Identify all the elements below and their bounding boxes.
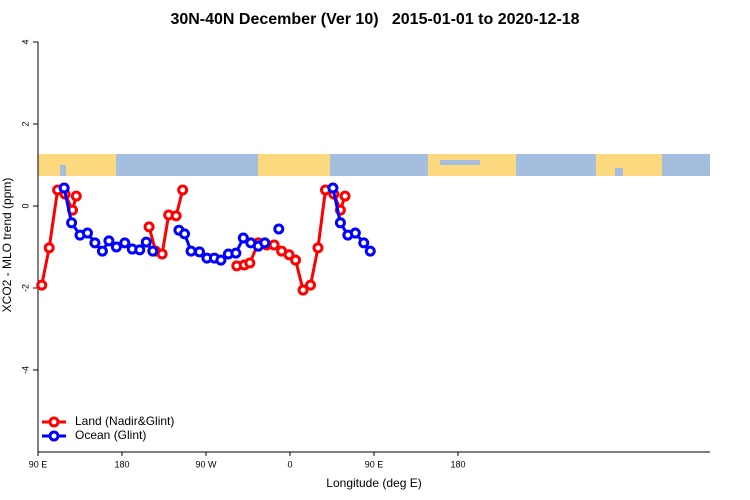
data-point <box>170 210 182 222</box>
legend-label: Land (Nadir&Glint) <box>75 414 174 428</box>
data-point <box>185 245 197 257</box>
x-tick-label: 90 E <box>29 459 48 469</box>
data-point <box>96 245 108 257</box>
x-tick-label: 90 E <box>365 459 384 469</box>
data-point <box>349 227 361 239</box>
data-point <box>364 245 376 257</box>
data-point <box>297 284 309 296</box>
data-point <box>43 242 55 254</box>
y-tick-label: 2 <box>20 121 30 126</box>
x-tick-label: 180 <box>450 459 465 469</box>
data-point <box>66 217 78 229</box>
y-tick-label: 4 <box>20 39 30 44</box>
data-point <box>244 257 256 269</box>
data-point <box>193 246 205 258</box>
data-point <box>339 190 351 202</box>
data-point <box>237 232 249 244</box>
y-axis-label: XCO2 - MLO trend (ppm) <box>0 178 14 313</box>
data-point <box>140 236 152 248</box>
data-point <box>110 241 122 253</box>
y-tick-label: 0 <box>20 203 30 208</box>
data-point <box>103 235 115 247</box>
data-point <box>119 237 131 249</box>
data-point <box>312 242 324 254</box>
x-tick-label: 180 <box>114 459 129 469</box>
legend-marker <box>48 416 60 428</box>
data-point <box>179 228 191 240</box>
data-point <box>134 244 146 256</box>
data-point <box>358 237 370 249</box>
data-point <box>259 237 271 249</box>
data-point <box>230 247 242 259</box>
series-line <box>40 187 347 293</box>
data-point <box>177 184 189 196</box>
chart-title: 30N-40N December (Ver 10) 2015-01-01 to … <box>170 11 579 28</box>
data-point <box>36 279 48 291</box>
legend-marker <box>48 430 60 442</box>
x-tick-label: 0 <box>287 459 292 469</box>
x-tick-label: 90 W <box>195 459 217 469</box>
y-tick-label: -4 <box>20 366 30 374</box>
y-tick-label: -2 <box>20 284 30 292</box>
data-point <box>81 227 93 239</box>
data-point <box>290 254 302 266</box>
data-point <box>89 237 101 249</box>
legend-label: Ocean (Glint) <box>75 428 146 442</box>
data-point <box>268 239 280 251</box>
data-point <box>327 182 339 194</box>
data-point <box>58 182 70 194</box>
data-point <box>156 248 168 260</box>
data-point <box>147 245 159 257</box>
data-point <box>273 223 285 235</box>
data-point <box>334 217 346 229</box>
x-axis-label: Longitude (deg E) <box>326 476 421 490</box>
data-point <box>215 254 227 266</box>
data-point <box>283 249 295 261</box>
map-strip <box>38 154 710 176</box>
data-point <box>305 279 317 291</box>
data-point <box>143 221 155 233</box>
data-point <box>70 190 82 202</box>
